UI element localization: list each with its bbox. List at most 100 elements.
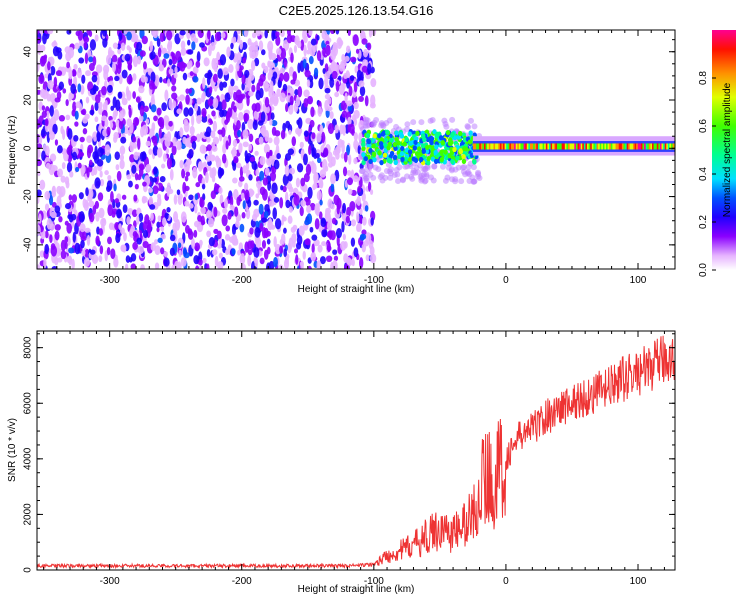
- heatmap-cell: [202, 257, 207, 264]
- heatmap-cell: [72, 231, 76, 243]
- heatmap-cell: [375, 166, 382, 173]
- heatmap-cell: [467, 139, 473, 145]
- heatmap-cell: [145, 140, 151, 147]
- heatmap-cell: [187, 230, 194, 240]
- heatmap-cell: [37, 30, 40, 35]
- heatmap-cell: [77, 83, 82, 93]
- heatmap-cell: [53, 40, 57, 46]
- heatmap-cell: [64, 46, 71, 54]
- spectrogram-x-tick-label: -300: [100, 275, 120, 286]
- heatmap-cell: [515, 143, 518, 150]
- heatmap-cell: [284, 164, 290, 177]
- snr-y-label: SNR (10 * v/v): [7, 418, 18, 482]
- heatmap-cell: [321, 131, 326, 144]
- heatmap-cell: [212, 97, 219, 109]
- heatmap-cell: [45, 162, 51, 169]
- heatmap-cell: [358, 168, 365, 175]
- heatmap-cell: [314, 172, 318, 183]
- heatmap-cell: [188, 60, 193, 68]
- heatmap-cell: [659, 143, 662, 150]
- heatmap-cell: [73, 63, 78, 70]
- heatmap-cell: [353, 247, 359, 258]
- heatmap-cell: [563, 143, 566, 150]
- heatmap-cell: [598, 143, 601, 150]
- heatmap-cell: [283, 248, 287, 258]
- heatmap-cell: [199, 42, 205, 48]
- heatmap-cell: [137, 245, 145, 254]
- heatmap-cell: [268, 218, 273, 225]
- heatmap-cell: [174, 66, 178, 74]
- heatmap-cell: [213, 228, 219, 234]
- heatmap-cell: [98, 228, 103, 236]
- heatmap-cell: [213, 206, 218, 218]
- heatmap-cell: [44, 243, 50, 255]
- heatmap-cell: [343, 151, 348, 163]
- heatmap-cell: [224, 92, 231, 103]
- heatmap-cell: [344, 92, 348, 104]
- heatmap-cell: [310, 38, 317, 46]
- heatmap-cell: [361, 192, 366, 202]
- heatmap-cell: [163, 257, 170, 267]
- snr-x-tick-label: 0: [503, 576, 509, 587]
- heatmap-cell: [225, 140, 229, 150]
- heatmap-cell: [146, 222, 152, 234]
- heatmap-cell: [322, 68, 326, 74]
- heatmap-cell: [330, 173, 336, 185]
- heatmap-cell: [80, 239, 85, 249]
- heatmap-cell: [642, 143, 645, 150]
- heatmap-cell: [239, 253, 246, 265]
- heatmap-cell: [295, 177, 301, 188]
- heatmap-cell: [147, 187, 153, 193]
- heatmap-cell: [102, 64, 110, 75]
- heatmap-cell: [420, 171, 427, 178]
- heatmap-cell: [534, 143, 537, 150]
- heatmap-cell: [351, 259, 355, 267]
- heatmap-cell: [111, 61, 117, 73]
- heatmap-cell: [144, 76, 148, 83]
- heatmap-cell: [292, 71, 297, 82]
- heatmap-cell: [438, 135, 444, 141]
- heatmap-cell: [68, 194, 73, 201]
- heatmap-cell: [252, 46, 259, 59]
- heatmap-cell: [323, 147, 329, 157]
- heatmap-cell: [126, 174, 132, 180]
- heatmap-cell: [160, 233, 166, 240]
- heatmap-cell: [655, 143, 658, 150]
- heatmap-cell: [272, 71, 278, 80]
- heatmap-cell: [125, 255, 131, 263]
- heatmap-cell: [232, 177, 238, 184]
- heatmap-cell: [89, 109, 95, 116]
- heatmap-cell: [66, 161, 73, 173]
- heatmap-cell: [310, 106, 315, 118]
- heatmap-cell: [137, 137, 141, 150]
- snr-y-tick-label: 0: [23, 567, 34, 573]
- heatmap-cell: [290, 52, 294, 63]
- heatmap-cell: [96, 74, 100, 86]
- heatmap-cell: [96, 159, 104, 167]
- heatmap-cell: [271, 182, 278, 195]
- heatmap-cell: [561, 143, 564, 150]
- heatmap-cell: [141, 196, 148, 203]
- heatmap-cell: [495, 143, 498, 150]
- heatmap-cell: [566, 143, 569, 150]
- heatmap-cell: [239, 39, 243, 50]
- heatmap-cell: [372, 157, 377, 163]
- heatmap-cell: [152, 185, 159, 195]
- heatmap-cell: [621, 143, 624, 150]
- heatmap-cell: [64, 242, 68, 250]
- snr-y-tick-label: 2000: [23, 503, 34, 526]
- heatmap-cell: [348, 154, 352, 165]
- heatmap-cell: [156, 227, 160, 233]
- heatmap-cell: [214, 182, 218, 193]
- heatmap-cell: [324, 93, 331, 100]
- heatmap-cell: [418, 177, 425, 184]
- heatmap-cell: [366, 142, 372, 149]
- heatmap-cell: [164, 136, 171, 148]
- heatmap-cell: [231, 146, 237, 159]
- heatmap-cell: [150, 53, 154, 61]
- heatmap-cell: [84, 227, 91, 233]
- heatmap-cell: [255, 168, 260, 177]
- heatmap-cell: [73, 135, 79, 142]
- heatmap-cell: [637, 143, 640, 150]
- heatmap-cell: [350, 56, 357, 63]
